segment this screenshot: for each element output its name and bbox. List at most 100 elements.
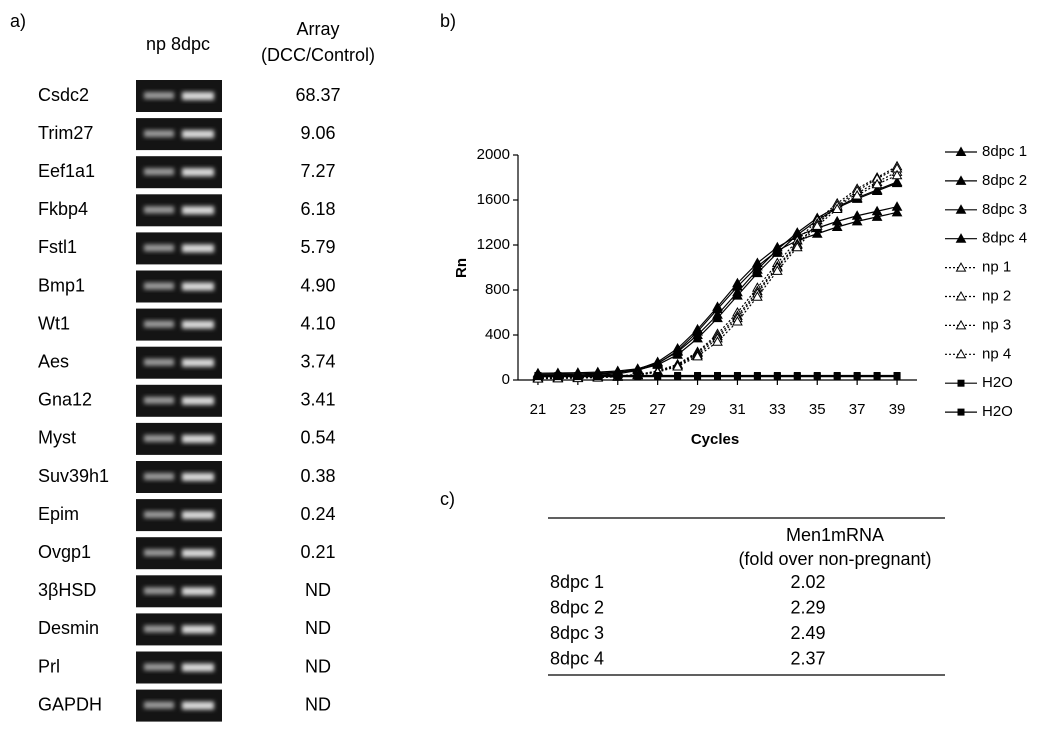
marker	[893, 373, 901, 381]
array-value: 5.79	[300, 237, 335, 257]
marker	[554, 373, 562, 381]
gene-name: Csdc2	[38, 85, 89, 105]
x-tick-label: 23	[570, 401, 587, 418]
array-value: ND	[305, 694, 331, 714]
gene-name: Epim	[38, 504, 79, 524]
value-header: (DCC/Control)	[261, 45, 375, 65]
panel-label: b)	[440, 11, 456, 31]
gene-name: Prl	[38, 656, 60, 676]
x-tick-label: 39	[889, 401, 906, 418]
panel-label: a)	[10, 11, 26, 31]
y-tick-label: 1200	[477, 236, 510, 253]
gel-band	[144, 549, 174, 557]
array-value: 6.18	[300, 199, 335, 219]
marker	[955, 262, 967, 272]
lanes-header: np 8dpc	[146, 34, 210, 54]
legend-label: 8dpc 4	[982, 230, 1027, 247]
gel-band	[182, 130, 214, 139]
array-value: 3.41	[300, 390, 335, 410]
gene-name: Aes	[38, 351, 69, 371]
marker	[891, 169, 903, 180]
gel-band	[144, 130, 174, 138]
gel-band	[144, 92, 174, 99]
marker	[712, 312, 723, 323]
array-value: 0.24	[300, 504, 335, 524]
x-tick-label: 31	[729, 401, 746, 418]
marker	[811, 228, 823, 238]
array-value: 4.90	[300, 275, 335, 295]
legend-label: np 4	[982, 345, 1011, 362]
x-tick-label: 21	[530, 401, 547, 418]
gene-name: Bmp1	[38, 275, 85, 295]
marker	[771, 265, 783, 275]
row-value: 2.37	[790, 648, 825, 668]
array-value: 3.74	[300, 351, 335, 371]
array-value: 4.10	[300, 313, 335, 333]
gel-band	[182, 701, 214, 710]
marker	[955, 146, 967, 156]
marker	[955, 175, 967, 185]
gel-band	[182, 625, 214, 634]
gel-band	[144, 244, 174, 252]
gene-name: Suv39h1	[38, 466, 109, 486]
marker	[752, 291, 763, 301]
marker	[672, 360, 683, 371]
series-line	[537, 167, 898, 379]
array-value: ND	[305, 656, 331, 676]
marker	[833, 373, 841, 381]
gel-band	[182, 206, 214, 215]
gene-name: Fstl1	[38, 237, 77, 257]
series-line	[537, 165, 898, 379]
table-header: Men1mRNA	[786, 525, 884, 545]
array-value: 0.54	[300, 428, 335, 448]
legend-label: np 3	[982, 316, 1011, 333]
gel-band	[182, 587, 214, 596]
marker	[712, 303, 723, 314]
gel-band	[144, 625, 174, 633]
x-tick-label: 35	[809, 401, 826, 418]
marker	[955, 348, 967, 359]
gene-name: GAPDH	[38, 694, 102, 714]
marker	[957, 408, 965, 416]
gene-name: Ovgp1	[38, 542, 91, 562]
row-value: 2.49	[790, 623, 825, 643]
marker	[732, 290, 743, 300]
gel-band	[144, 473, 174, 480]
gene-name: Desmin	[38, 618, 99, 638]
marker	[957, 379, 965, 387]
gel-band	[182, 282, 214, 291]
marker	[791, 241, 803, 252]
gel-band	[144, 587, 174, 595]
legend-label: H2O	[982, 403, 1013, 420]
marker	[771, 245, 783, 255]
gene-name: Gna12	[38, 390, 92, 410]
marker	[672, 345, 683, 355]
marker	[733, 373, 741, 381]
gene-name: Eef1a1	[38, 161, 95, 181]
gel-band	[182, 663, 214, 672]
y-tick-label: 400	[485, 326, 510, 343]
gel-band	[144, 168, 174, 176]
x-tick-label: 33	[769, 401, 786, 418]
array-value: 0.21	[300, 542, 335, 562]
marker	[694, 373, 702, 381]
marker	[793, 373, 801, 381]
marker	[813, 373, 821, 381]
marker	[871, 185, 883, 195]
x-tick-label: 25	[609, 401, 626, 418]
gel-band	[144, 701, 174, 709]
y-tick-label: 1600	[477, 191, 510, 208]
marker	[732, 315, 743, 326]
legend-label: 8dpc 1	[982, 143, 1027, 160]
marker	[851, 215, 863, 226]
marker	[654, 373, 662, 381]
series-line	[537, 171, 898, 379]
legend-label: 8dpc 3	[982, 201, 1027, 218]
marker	[752, 260, 763, 271]
y-tick-label: 2000	[477, 146, 510, 163]
gel-band	[144, 358, 174, 366]
marker	[534, 373, 542, 381]
legend-label: H2O	[982, 374, 1013, 391]
